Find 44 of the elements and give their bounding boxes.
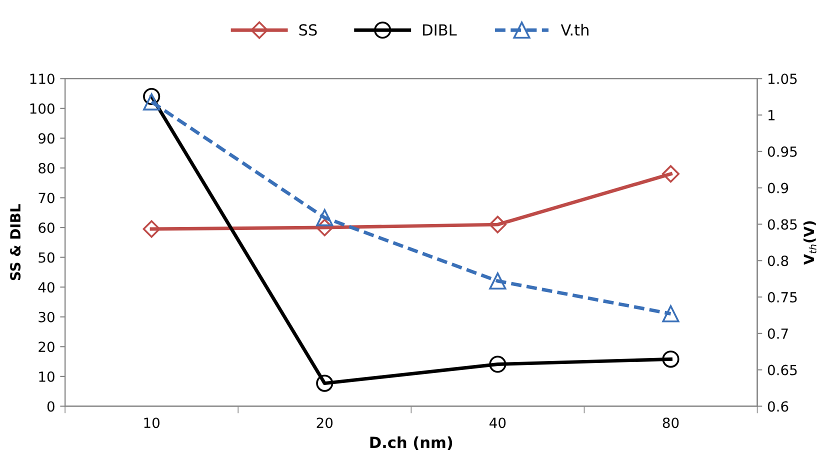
point	[662, 165, 680, 183]
y2-tick-label: 0.9	[768, 182, 788, 194]
y2-tick-label: 1	[768, 110, 775, 120]
point	[488, 216, 506, 234]
point	[489, 356, 506, 373]
point	[316, 374, 334, 392]
y2-axis-title: V$_{th}$(V)	[803, 221, 816, 265]
x-axis-title: D.ch (nm)	[370, 436, 452, 450]
y2-tick-label: 0.65	[768, 364, 797, 376]
x-tick-label: 80	[662, 418, 679, 428]
y-tick-label: 30	[38, 312, 54, 322]
point	[142, 220, 160, 238]
y-axis-title: SS & DIBL	[10, 204, 21, 280]
y-tick-label: 70	[38, 192, 54, 204]
y-tick-label: 60	[38, 222, 54, 234]
y-tick-label: 10	[39, 371, 54, 382]
y-tick-label: 100	[30, 103, 54, 114]
y-tick-label: 110	[30, 74, 54, 84]
legend-label: V.th	[560, 24, 588, 36]
y-tick-label: 0	[47, 401, 54, 412]
y2-tick-label: 0.75	[768, 292, 797, 302]
y2-tick-label: 0.95	[768, 146, 797, 157]
y2-tick-label: 0.85	[768, 219, 797, 230]
point	[316, 218, 334, 236]
y-tick-label: 50	[38, 252, 54, 263]
x-tick-label: 40	[490, 418, 506, 428]
point	[316, 209, 334, 226]
y-tick-label: 40	[38, 282, 54, 293]
y2-tick-label: 1.05	[768, 74, 797, 84]
point	[143, 93, 160, 110]
x-tick-label: 10	[144, 418, 160, 428]
x-tick-label: 20	[316, 418, 333, 428]
legend-label: DIBL	[423, 24, 457, 36]
point	[662, 305, 680, 322]
y2-tick-label: 0.8	[768, 256, 788, 266]
y2-tick-label: 0.6	[768, 401, 788, 412]
y-tick-label: 20	[38, 342, 54, 352]
point	[662, 350, 680, 368]
point	[143, 88, 160, 106]
y-tick-label: 90	[38, 133, 54, 144]
point	[489, 272, 506, 290]
y-tick-label: 80	[38, 162, 54, 174]
y2-tick-label: 0.7	[768, 328, 788, 339]
legend-label: SS	[299, 24, 317, 36]
